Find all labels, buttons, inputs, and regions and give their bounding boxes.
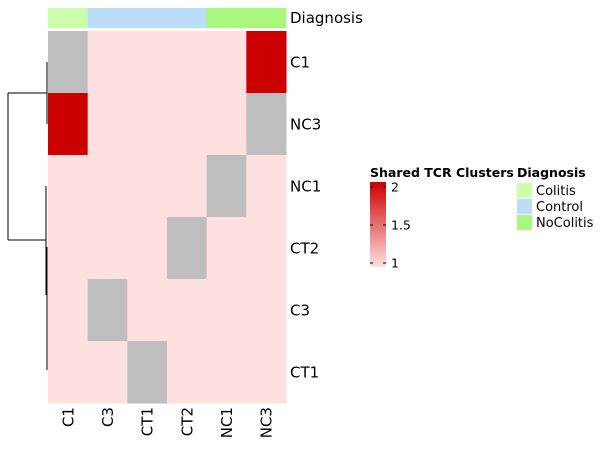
heatmap-cell: [127, 217, 168, 280]
heatmap-legend-colorbar: [370, 182, 386, 267]
column-labels: C1 C3 CT1 CT2 NC1 NC3: [59, 407, 275, 438]
heatmap-cell: [48, 31, 89, 94]
annotation-legend-title: Diagnosis: [517, 165, 586, 180]
heatmap-cell: [206, 217, 247, 280]
heatmap-cells: [48, 31, 287, 404]
heatmap-cell: [48, 217, 89, 280]
heatmap-cell: [246, 279, 287, 342]
row-dendrogram: [7, 62, 48, 370]
heatmap-cell: [206, 341, 247, 404]
annotation-cell: [246, 8, 287, 28]
heatmap-cell: [246, 155, 287, 218]
heatmap-cell: [127, 341, 168, 404]
row-label: C3: [290, 302, 310, 320]
heatmap-cell: [246, 341, 287, 404]
heatmap-cell: [87, 217, 128, 280]
legend-tick-label: 2: [391, 180, 399, 195]
row-label: C1: [290, 54, 310, 72]
heatmap-cell: [48, 155, 89, 218]
legend-swatch: [517, 199, 532, 214]
row-label: CT1: [290, 364, 319, 382]
annotation-bar: [48, 8, 287, 28]
legend-swatch: [517, 183, 532, 198]
heatmap-cell: [206, 31, 247, 94]
column-label: C1: [59, 407, 77, 427]
heatmap-cell: [246, 93, 287, 156]
annotation-cell: [48, 8, 89, 28]
row-label: NC1: [290, 178, 321, 196]
annotation-cell: [87, 8, 128, 28]
row-label: NC3: [290, 116, 321, 134]
heatmap-cell: [167, 217, 208, 280]
heatmap-cell: [87, 93, 128, 156]
legend-tick-label: 1.5: [391, 218, 411, 233]
heatmap-cell: [127, 31, 168, 94]
column-label: CT2: [178, 407, 196, 436]
heatmap-cell: [48, 279, 89, 342]
heatmap-cell: [87, 279, 128, 342]
heatmap-cell: [48, 93, 89, 156]
annotation-cell: [167, 8, 208, 28]
heatmap-cell: [87, 155, 128, 218]
heatmap-cell: [167, 93, 208, 156]
heatmap-cell: [127, 93, 168, 156]
annotation-label: Diagnosis: [290, 9, 363, 27]
heatmap-legend-ticks: 21.51: [370, 180, 411, 271]
legend-entry-label: Colitis: [536, 184, 576, 199]
row-label: CT2: [290, 240, 319, 258]
heatmap-cell: [127, 155, 168, 218]
heatmap-cell: [48, 341, 89, 404]
annotation-cell: [127, 8, 168, 28]
heatmap-legend: Shared TCR Clusters 21.51: [370, 165, 514, 271]
annotation-cell: [206, 8, 247, 28]
heatmap-cell: [87, 341, 128, 404]
heatmap-cell: [206, 93, 247, 156]
heatmap-cell: [206, 279, 247, 342]
heatmap-cell: [167, 31, 208, 94]
column-label: CT1: [139, 407, 157, 436]
heatmap-cell: [206, 155, 247, 218]
heatmap-cell: [127, 279, 168, 342]
heatmap-cell: [167, 279, 208, 342]
legend-entry-label: NoColitis: [536, 216, 594, 231]
row-labels: C1 NC3 NC1 CT2 C3 CT1: [290, 54, 321, 382]
column-label: NC3: [258, 407, 276, 438]
column-label: C3: [99, 407, 117, 427]
heatmap-cell: [167, 341, 208, 404]
legend-entry-label: Control: [536, 200, 583, 215]
legend-swatch: [517, 215, 532, 230]
heatmap-legend-title: Shared TCR Clusters: [370, 165, 514, 180]
heatmap-cell: [87, 31, 128, 94]
heatmap-cell: [246, 31, 287, 94]
heatmap-cell: [167, 155, 208, 218]
heatmap-cell: [246, 217, 287, 280]
legend-tick-label: 1: [391, 256, 399, 271]
column-label: NC1: [218, 407, 236, 438]
